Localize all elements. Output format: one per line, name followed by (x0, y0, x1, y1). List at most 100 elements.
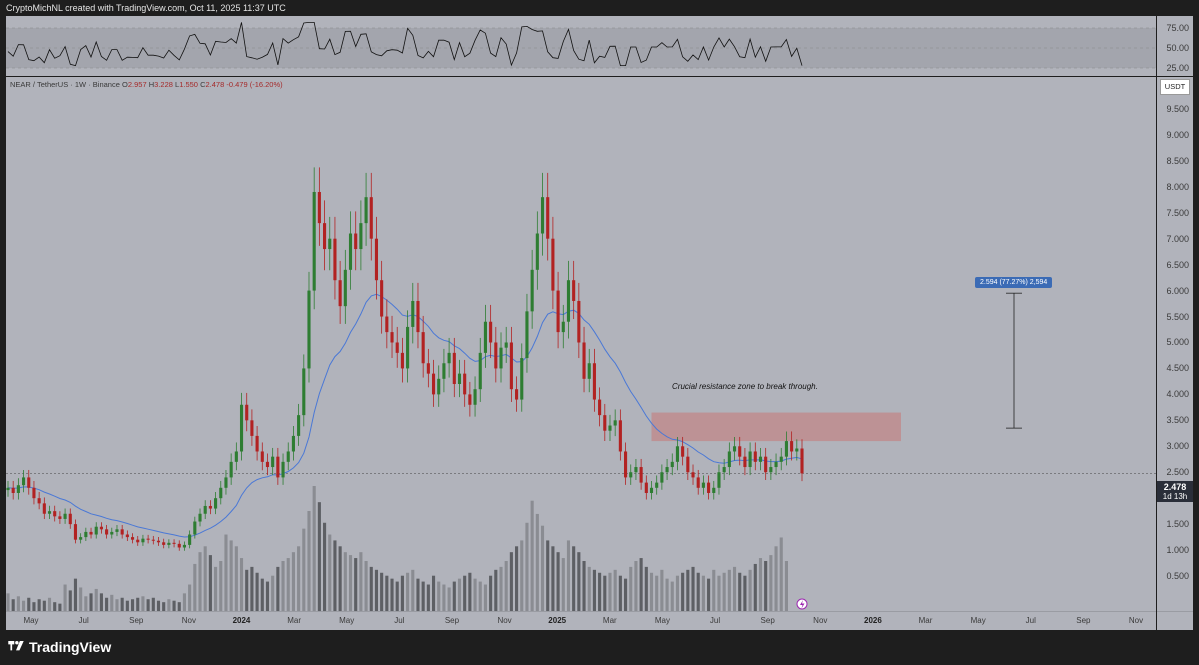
candle (655, 475, 659, 495)
axis-corner (1157, 611, 1193, 630)
price-tick-13: 3.000 (1166, 441, 1189, 452)
candle (297, 403, 301, 446)
volume-bar (691, 566, 695, 611)
candle (42, 497, 46, 520)
volume-bar (63, 584, 67, 611)
candle (307, 271, 311, 383)
price-tick-2: 8.500 (1166, 155, 1189, 166)
volume-bar (47, 597, 52, 611)
volume-bar (582, 561, 586, 611)
volume-bar (188, 584, 192, 611)
candle (182, 541, 187, 551)
price-tick-3: 8.000 (1166, 181, 1189, 192)
volume-bar (167, 599, 171, 611)
price-axis[interactable]: 9.500 9.000 8.500 8.000 7.500 7.000 6.500 6.000… (1157, 77, 1193, 611)
candle (323, 200, 327, 271)
volume-bar (219, 561, 223, 611)
candle (130, 533, 135, 544)
price-tick-4: 7.500 (1166, 207, 1189, 218)
volume-bar (540, 525, 545, 611)
price-tick-12: 3.500 (1166, 415, 1189, 426)
time-tick-3: Nov (181, 616, 196, 625)
volume-bar (660, 569, 664, 611)
rsi-tick-2: 25.00 (1166, 63, 1189, 73)
volume-bar (281, 561, 285, 611)
volume-bar (452, 581, 456, 611)
candle (32, 480, 36, 505)
volume-bar (515, 546, 519, 611)
brand[interactable]: TradingView (8, 639, 111, 655)
candle (592, 348, 596, 412)
candle (291, 425, 295, 461)
price-tick-17: 1.000 (1166, 545, 1189, 556)
candle (515, 376, 519, 412)
candle (738, 436, 742, 466)
volume-bar (323, 522, 327, 611)
volume-bar (437, 581, 441, 611)
volume-bar (463, 575, 467, 611)
candle (6, 480, 10, 497)
volume-bar (426, 584, 430, 611)
candle (644, 475, 648, 500)
price-chart-panel[interactable]: NEAR / TetherUS · 1W · Binance O2.957 H3… (6, 77, 1156, 611)
candle (11, 480, 15, 500)
candle (717, 464, 721, 495)
volume-bar (338, 546, 342, 611)
currency-button[interactable]: USDT (1160, 79, 1190, 95)
candle (354, 211, 358, 271)
volume-bar (94, 588, 98, 611)
volume-bar (478, 581, 482, 611)
candle (421, 315, 425, 378)
rsi-panel[interactable] (6, 16, 1156, 76)
time-tick-0: May (23, 616, 39, 625)
volume-bar (707, 578, 711, 611)
volume-bar (136, 597, 140, 611)
candle (146, 534, 150, 544)
candles (6, 167, 804, 551)
volume-bar (639, 558, 643, 611)
time-axis[interactable]: May Jul Sep Nov 2024 Mar May Jul Sep Nov 2025 Mar Ma… (6, 611, 1156, 630)
volume-bar (644, 566, 648, 611)
volume-bar (120, 597, 124, 611)
price-tick-8: 5.500 (1166, 311, 1189, 322)
rsi-tick-1: 50.00 (1166, 43, 1189, 53)
volume-bar (151, 597, 155, 611)
candle (489, 304, 493, 359)
volume-bar (530, 500, 534, 611)
candle (22, 469, 26, 493)
price-tick-18: 0.500 (1166, 571, 1189, 582)
candle (239, 392, 244, 461)
candle (551, 216, 555, 310)
time-tick-20: Sep (1076, 616, 1091, 625)
candle (452, 337, 456, 398)
volume-bar (395, 581, 399, 611)
volume-bar (193, 563, 197, 611)
price-tick-14: 2.500 (1166, 467, 1189, 478)
legend-high: 3.228 (154, 80, 173, 89)
volume-bar (73, 578, 78, 611)
candle (328, 216, 332, 271)
candle (68, 508, 72, 529)
volume-bar (535, 513, 539, 611)
volume-bar (359, 552, 363, 611)
legend-close-label: C (200, 80, 206, 89)
footer: TradingView (0, 631, 1199, 665)
candle (16, 478, 20, 500)
volume-bar (99, 593, 103, 611)
candle (478, 337, 482, 402)
candle (566, 260, 571, 339)
volume-bar (447, 587, 451, 611)
rsi-axis[interactable]: 75.00 50.00 25.00 (1157, 16, 1193, 76)
candle (743, 447, 747, 476)
candle (250, 409, 254, 446)
candle (156, 537, 161, 546)
volume-bar (37, 599, 41, 611)
volume-bar (494, 569, 498, 611)
candle (411, 282, 415, 344)
volume-bar (769, 555, 773, 611)
volume-bar (411, 569, 415, 611)
price-tick-5: 7.000 (1166, 233, 1189, 244)
brand-name: TradingView (29, 639, 112, 655)
candle (265, 453, 270, 476)
chart-credit: CryptoMichNL created with TradingView.co… (6, 3, 286, 13)
